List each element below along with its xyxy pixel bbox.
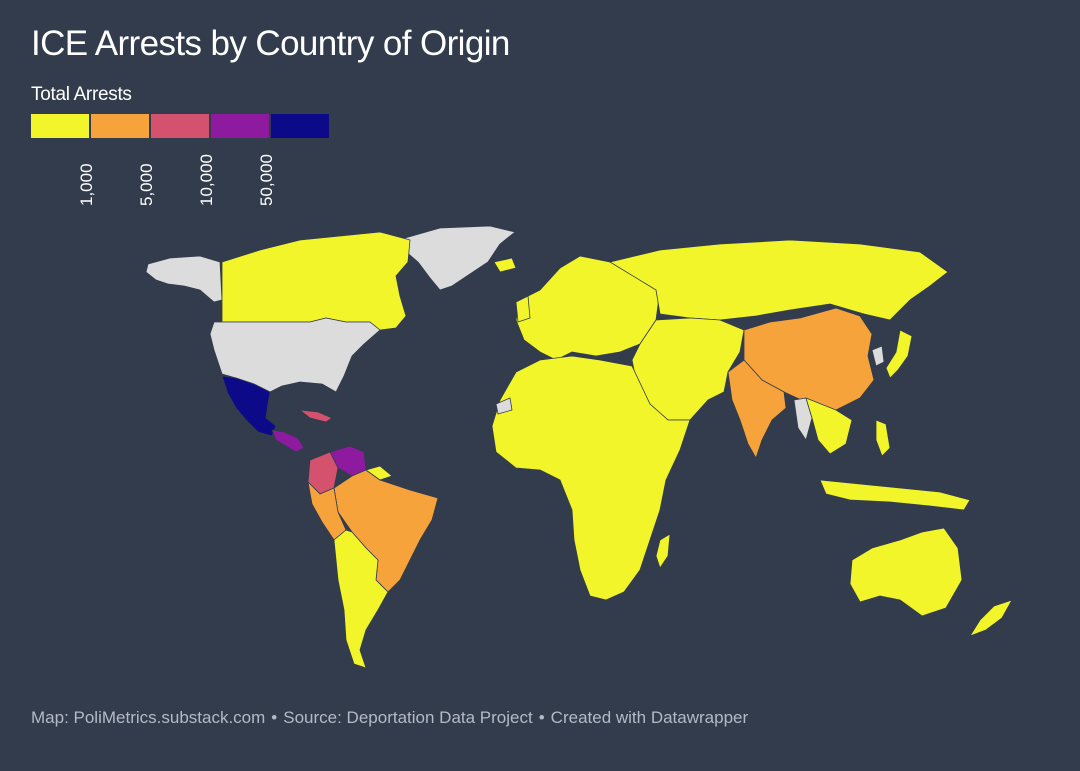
map-region-japan	[885, 329, 913, 379]
legend-tick: 50,000	[257, 154, 276, 206]
map-region-southeast-asia	[805, 397, 853, 455]
map-region-philippines	[875, 419, 891, 457]
map-region-australia	[849, 527, 963, 617]
legend-swatch-4	[211, 114, 269, 138]
legend-swatch-5	[271, 114, 329, 138]
map-region-iceland	[493, 257, 517, 273]
map-region-indonesia	[819, 479, 971, 511]
footer-credits: Map: PoliMetrics.substack.com • Source: De…	[31, 708, 748, 728]
map-region-madagascar	[655, 533, 671, 569]
map-region-russia	[609, 239, 949, 321]
footer-separator: •	[538, 708, 545, 727]
legend-swatch-1	[31, 114, 89, 138]
legend-color-scale	[31, 114, 329, 138]
map-region-central-america	[271, 429, 305, 453]
map-region-mexico	[221, 375, 277, 437]
legend-swatch-3	[151, 114, 209, 138]
world-choropleth-map	[145, 225, 1013, 669]
footer-separator: •	[271, 708, 278, 727]
map-region-africa	[491, 355, 691, 601]
legend-tick: 5,000	[137, 163, 156, 206]
map-region-southern-cone	[333, 529, 389, 669]
map-region-myanmar	[793, 397, 813, 441]
map-region-new-zealand	[969, 599, 1013, 637]
map-region-india	[727, 359, 787, 459]
legend-tick: 1,000	[77, 163, 96, 206]
footer-tool-credit: Created with Datawrapper	[550, 708, 749, 727]
map-region-western-sahara	[495, 397, 513, 415]
map-region-alaska	[145, 255, 223, 303]
legend-tick: 10,000	[197, 154, 216, 206]
map-region-uk	[515, 295, 531, 323]
footer-map-credit: Map: PoliMetrics.substack.com	[31, 708, 266, 727]
legend-swatch-2	[91, 114, 149, 138]
map-region-usa	[209, 317, 381, 393]
footer-source: Source: Deportation Data Project	[283, 708, 533, 727]
legend-title: Total Arrests	[31, 84, 132, 105]
map-region-canada	[221, 231, 411, 331]
chart-title: ICE Arrests by Country of Origin	[31, 24, 510, 63]
map-region-korea	[871, 345, 885, 367]
map-region-guianas	[365, 465, 393, 481]
map-region-greenland	[403, 225, 516, 291]
map-region-caribbean	[299, 409, 333, 423]
